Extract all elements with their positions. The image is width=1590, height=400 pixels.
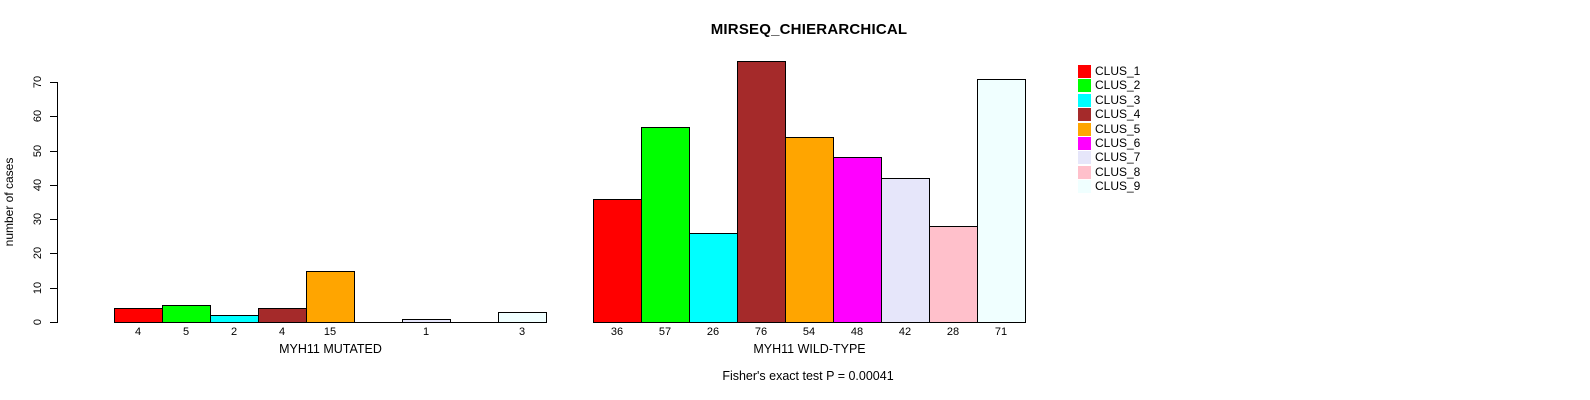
legend-swatch-clus_7	[1078, 151, 1091, 165]
bar	[785, 137, 834, 323]
legend-swatch-clus_4	[1078, 108, 1091, 122]
y-axis-tick	[50, 253, 58, 254]
bar-value-label: 4	[134, 326, 142, 338]
bar-value-label: 28	[946, 326, 960, 338]
legend-swatch-clus_9	[1078, 180, 1091, 194]
y-axis-line	[57, 82, 58, 323]
y-axis-tick-label: 0	[32, 318, 44, 326]
bar-value-label: 48	[850, 326, 864, 338]
bar	[977, 79, 1026, 323]
y-axis-tick-label: 10	[32, 281, 44, 295]
bar	[306, 271, 355, 323]
legend-swatch-clus_1	[1078, 65, 1091, 78]
bar	[402, 319, 451, 323]
bar	[737, 61, 786, 323]
bar	[114, 308, 163, 323]
y-axis-tick	[50, 288, 58, 289]
legend-label: CLUS_2	[1095, 78, 1141, 93]
bar-value-label: 54	[802, 326, 816, 338]
legend-swatch-clus_2	[1078, 79, 1091, 93]
bar	[593, 199, 642, 323]
legend-label: CLUS_8	[1095, 164, 1141, 179]
y-axis-tick	[50, 219, 58, 220]
legend-swatch-clus_5	[1078, 122, 1091, 136]
y-axis-tick	[50, 151, 58, 152]
bar-value-label: 57	[658, 326, 672, 338]
bar	[162, 305, 211, 323]
bar	[498, 312, 547, 323]
y-axis-tick-label: 60	[32, 109, 44, 123]
bar-value-label: 42	[898, 326, 912, 338]
bar-value-label: 15	[323, 326, 337, 338]
group-x-label: MYH11 MUTATED	[279, 342, 382, 356]
bar-value-label: 1	[422, 326, 430, 338]
bar-value-label: 3	[518, 326, 526, 338]
y-axis-tick-label: 70	[32, 75, 44, 89]
legend-label: CLUS_6	[1095, 136, 1141, 150]
legend-label: CLUS_7	[1095, 150, 1141, 165]
bar-value-label: 5	[182, 326, 190, 338]
legend-label: CLUS_4	[1095, 107, 1141, 122]
bar	[689, 233, 738, 323]
bar	[258, 308, 307, 323]
legend-label: CLUS_3	[1095, 92, 1141, 107]
legend-label: CLUS_9	[1095, 179, 1141, 194]
legend-swatch-clus_3	[1078, 93, 1091, 107]
legend-swatch-clus_6	[1078, 137, 1091, 150]
bar-value-label: 71	[994, 326, 1008, 338]
y-axis-tick	[50, 322, 58, 323]
legend-label: CLUS_5	[1095, 121, 1141, 136]
bar	[881, 178, 930, 323]
fisher-test-annotation: Fisher's exact test P = 0.00041	[722, 369, 894, 383]
y-axis-tick-label: 50	[32, 144, 44, 158]
bar-value-label: 2	[230, 326, 238, 338]
y-axis-tick-label: 40	[32, 178, 44, 192]
y-axis-tick-label: 30	[32, 212, 44, 226]
legend-label: CLUS_1	[1095, 64, 1141, 78]
y-axis-tick	[50, 185, 58, 186]
bar-value-label: 4	[278, 326, 286, 338]
legend-swatch-clus_8	[1078, 165, 1091, 179]
bar-value-label: 36	[610, 326, 624, 338]
bar-value-label: 76	[754, 326, 768, 338]
bar	[210, 315, 259, 323]
group-x-label: MYH11 WILD-TYPE	[753, 342, 866, 356]
y-axis-tick	[50, 116, 58, 117]
bar	[833, 157, 882, 323]
y-axis-tick	[50, 82, 58, 83]
y-axis-tick-label: 20	[32, 246, 44, 260]
bar	[929, 226, 978, 323]
bar	[641, 127, 690, 323]
chart-title: MIRSEQ_CHIERARCHICAL	[710, 21, 908, 38]
bar-value-label: 26	[706, 326, 720, 338]
